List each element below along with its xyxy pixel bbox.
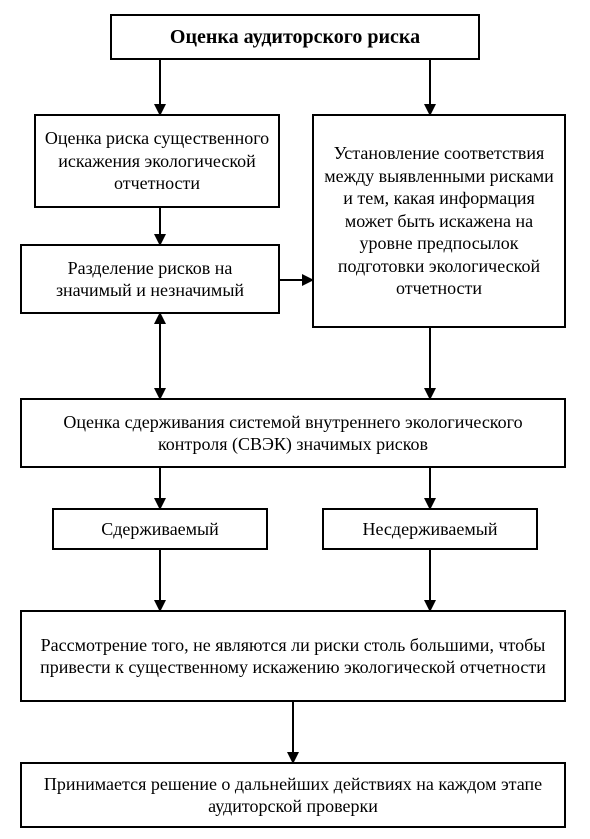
node-label: Оценка сдерживания системой внутреннего … — [30, 411, 556, 456]
node-n6: Несдерживаемый — [322, 508, 538, 550]
node-n1: Оценка риска существенного искажения эко… — [34, 114, 280, 208]
node-label: Разделение рисков на значимый и незначим… — [30, 257, 270, 302]
node-n5: Сдерживаемый — [52, 508, 268, 550]
node-label: Оценка риска существенного искажения эко… — [44, 127, 270, 195]
node-label: Оценка аудиторского риска — [170, 25, 420, 50]
node-n7: Рассмотрение того, не являются ли риски … — [20, 610, 566, 702]
node-label: Установление соответствия между выявленн… — [322, 142, 556, 300]
node-title: Оценка аудиторского риска — [110, 14, 480, 60]
node-n2: Установление соответствия между выявленн… — [312, 114, 566, 328]
node-n8: Принимается решение о дальнейших действи… — [20, 762, 566, 828]
node-n3: Разделение рисков на значимый и незначим… — [20, 244, 280, 314]
node-label: Сдерживаемый — [101, 518, 219, 541]
node-label: Несдерживаемый — [363, 518, 498, 541]
node-label: Рассмотрение того, не являются ли риски … — [30, 634, 556, 679]
node-n4: Оценка сдерживания системой внутреннего … — [20, 398, 566, 468]
flowchart-canvas: Оценка аудиторского риска Оценка риска с… — [0, 0, 590, 839]
node-label: Принимается решение о дальнейших действи… — [30, 773, 556, 818]
